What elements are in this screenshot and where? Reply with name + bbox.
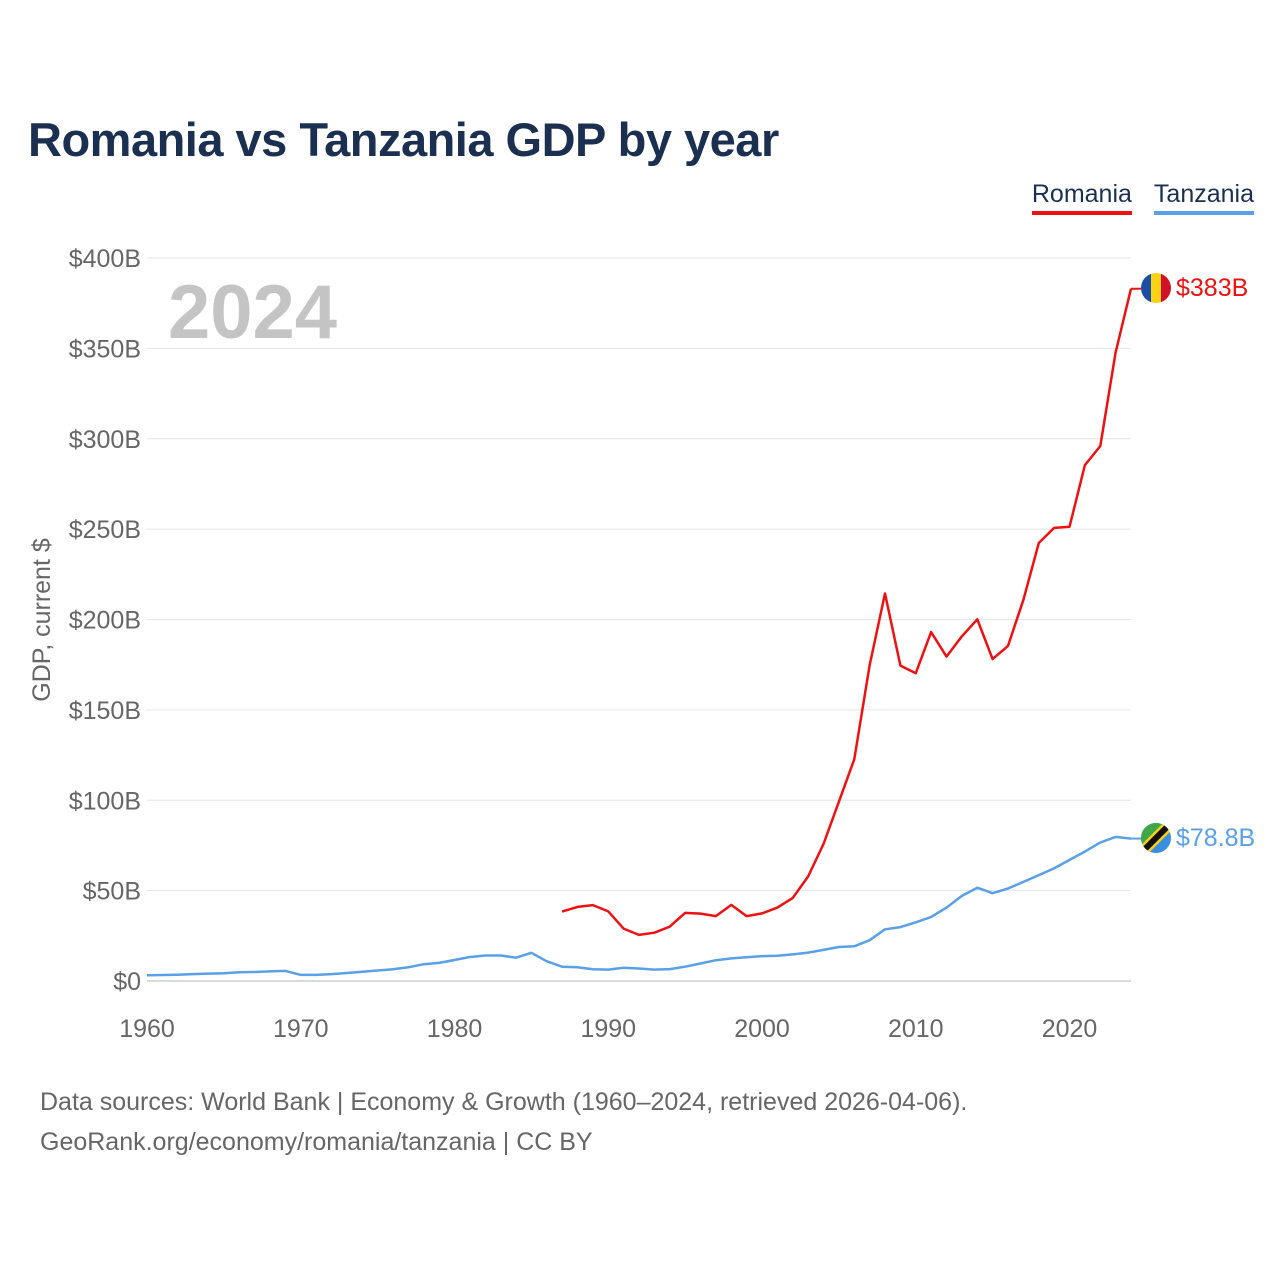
series-line-romania bbox=[561, 288, 1133, 937]
source-line-2[interactable]: GeoRank.org/economy/romania/tanzania | C… bbox=[40, 1128, 593, 1156]
chart-title: Romania vs Tanzania GDP by year bbox=[28, 113, 779, 166]
legend: Romania Tanzania bbox=[1031, 180, 1254, 215]
x-tick-label: 2020 bbox=[1042, 1015, 1098, 1043]
tanzania-flag-icon bbox=[1141, 823, 1171, 853]
tanzania-end-label: $78.8B bbox=[1176, 824, 1255, 852]
y-axis-label: GDP, current $ bbox=[28, 538, 56, 702]
y-tick-label: $100B bbox=[69, 787, 141, 815]
y-tick-label: $0 bbox=[113, 968, 141, 996]
y-tick-label: $150B bbox=[69, 697, 141, 725]
gridlines bbox=[147, 257, 1131, 982]
y-axis-ticks: $0 $50B $100B $150B $200B $250B $300B $350B $400… bbox=[69, 245, 141, 996]
x-tick-label: 1990 bbox=[580, 1015, 636, 1043]
gdp-line-chart: $0 $50B $100B $150B $200B $250B $300B $350B $400… bbox=[28, 245, 1255, 1043]
x-axis-ticks: 1960 1970 1980 1990 2000 2010 2020 bbox=[119, 1015, 1097, 1043]
y-tick-label: $300B bbox=[69, 426, 141, 454]
y-tick-label: $200B bbox=[69, 607, 141, 635]
y-tick-label: $350B bbox=[69, 335, 141, 363]
y-tick-label: $400B bbox=[69, 245, 141, 273]
legend-item-tanzania[interactable]: Tanzania bbox=[1153, 180, 1254, 215]
romania-flag-icon bbox=[1141, 273, 1171, 303]
y-tick-label: $250B bbox=[69, 516, 141, 544]
x-tick-label: 2000 bbox=[734, 1015, 790, 1043]
x-tick-label: 1970 bbox=[273, 1015, 329, 1043]
x-tick-label: 1960 bbox=[119, 1015, 175, 1043]
x-tick-label: 2010 bbox=[888, 1015, 944, 1043]
source-line-1: Data sources: World Bank | Economy & Gro… bbox=[40, 1088, 968, 1116]
romania-end-label: $383B bbox=[1176, 274, 1248, 302]
y-tick-label: $50B bbox=[83, 878, 141, 906]
series-line-tanzania bbox=[146, 835, 1132, 977]
legend-item-romania[interactable]: Romania bbox=[1031, 180, 1132, 215]
x-tick-label: 1980 bbox=[427, 1015, 483, 1043]
year-watermark: 2024 bbox=[168, 270, 337, 355]
source-note: Data sources: World Bank | Economy & Gro… bbox=[40, 1082, 967, 1162]
series-lines bbox=[146, 287, 1141, 977]
